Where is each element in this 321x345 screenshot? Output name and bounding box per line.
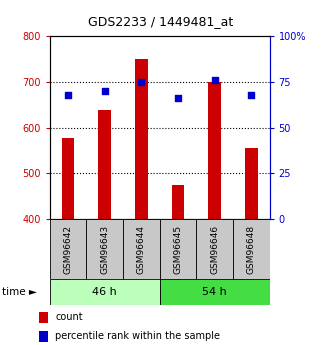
Text: GSM96646: GSM96646	[210, 225, 219, 274]
Bar	[172, 185, 185, 345]
Bar	[208, 82, 221, 345]
Text: time ►: time ►	[2, 287, 37, 297]
Bar	[86, 219, 123, 279]
Bar	[160, 219, 196, 279]
Point	[249, 92, 254, 98]
Bar	[50, 219, 86, 279]
Text: percentile rank within the sample: percentile rank within the sample	[55, 331, 220, 341]
Text: GSM96645: GSM96645	[174, 225, 183, 274]
Bar	[123, 219, 160, 279]
Text: count: count	[55, 312, 83, 322]
Point	[212, 77, 217, 83]
Text: GDS2233 / 1449481_at: GDS2233 / 1449481_at	[88, 16, 233, 29]
Text: GSM96644: GSM96644	[137, 225, 146, 274]
Text: 46 h: 46 h	[92, 287, 117, 297]
Bar	[62, 138, 74, 345]
Bar	[160, 279, 270, 305]
Text: GSM96643: GSM96643	[100, 225, 109, 274]
Bar	[98, 110, 111, 345]
Point	[65, 92, 71, 98]
Point	[139, 79, 144, 85]
Bar	[196, 219, 233, 279]
Bar	[50, 279, 160, 305]
Point	[102, 88, 107, 94]
Point	[176, 96, 181, 101]
Text: GSM96642: GSM96642	[64, 225, 73, 274]
Bar	[39, 331, 48, 342]
Text: GSM96648: GSM96648	[247, 225, 256, 274]
Bar	[39, 312, 48, 323]
Bar	[245, 148, 258, 345]
Bar	[233, 219, 270, 279]
Bar	[135, 59, 148, 345]
Text: 54 h: 54 h	[202, 287, 227, 297]
